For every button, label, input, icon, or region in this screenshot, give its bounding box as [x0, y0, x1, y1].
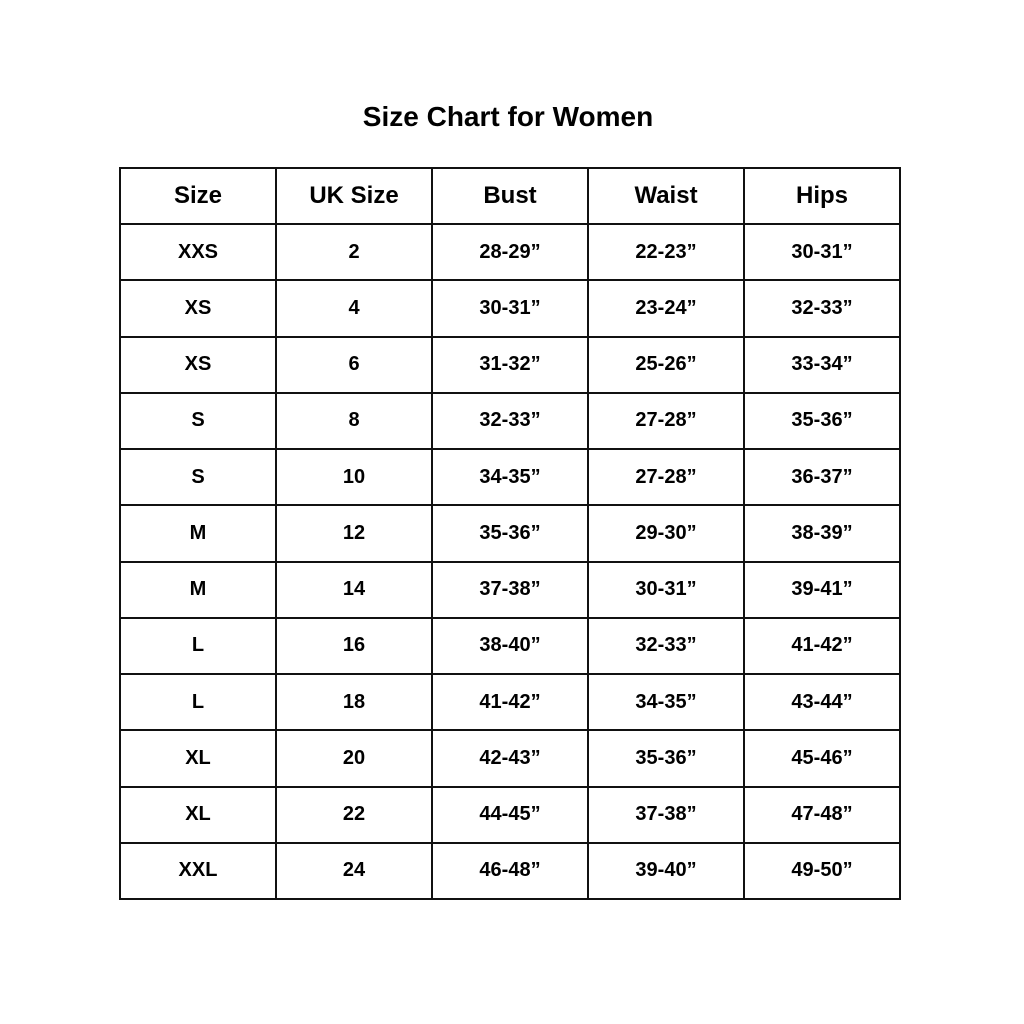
table-body: XXS 2 28-29” 22-23” 30-31” XS 4 30-31” 23-24” 32-… [119, 222, 901, 901]
table-cell: XXS [119, 222, 277, 282]
table-cell: 18 [275, 672, 433, 732]
table-cell: 28-29” [431, 222, 589, 282]
table-row: M 12 35-36” 29-30” 38-39” [119, 504, 901, 563]
table-row: XXL 24 46-48” 39-40” 49-50” [119, 841, 901, 901]
column-header: Bust [431, 167, 589, 225]
table-row: XS 4 30-31” 23-24” 32-33” [119, 279, 901, 338]
table-row: L 16 38-40” 32-33” 41-42” [119, 616, 901, 676]
column-header: Hips [743, 167, 901, 225]
column-header: Size [119, 167, 277, 225]
table-cell: 27-28” [587, 391, 745, 451]
table-cell: 29-30” [587, 504, 745, 563]
table-cell: 22-23” [587, 222, 745, 282]
table-cell: XXL [119, 841, 277, 901]
table-row: XL 22 44-45” 37-38” 47-48” [119, 785, 901, 844]
table-cell: 49-50” [743, 841, 901, 901]
table-cell: 36-37” [743, 447, 901, 507]
table-cell: 34-35” [431, 447, 589, 507]
table-cell: L [119, 672, 277, 732]
table-cell: 23-24” [587, 279, 745, 338]
table-row: XL 20 42-43” 35-36” 45-46” [119, 729, 901, 788]
table-cell: S [119, 447, 277, 507]
table-row: XXS 2 28-29” 22-23” 30-31” [119, 222, 901, 282]
table-cell: 45-46” [743, 729, 901, 788]
table-row: S 8 32-33” 27-28” 35-36” [119, 391, 901, 451]
table-cell: 20 [275, 729, 433, 788]
table-cell: 35-36” [431, 504, 589, 563]
table-cell: 35-36” [743, 391, 901, 451]
table-cell: M [119, 504, 277, 563]
table-cell: 30-31” [431, 279, 589, 338]
table-cell: 2 [275, 222, 433, 282]
table-cell: 27-28” [587, 447, 745, 507]
table-cell: S [119, 391, 277, 451]
table-cell: 12 [275, 504, 433, 563]
table-cell: 37-38” [587, 785, 745, 844]
table-cell: 31-32” [431, 335, 589, 394]
table-cell: 46-48” [431, 841, 589, 901]
table-cell: 33-34” [743, 335, 901, 394]
table-cell: 32-33” [431, 391, 589, 451]
table-cell: 39-41” [743, 560, 901, 619]
column-header: UK Size [275, 167, 433, 225]
table-cell: L [119, 616, 277, 676]
table-cell: 39-40” [587, 841, 745, 901]
table-cell: 10 [275, 447, 433, 507]
table-cell: 30-31” [587, 560, 745, 619]
column-header: Waist [587, 167, 745, 225]
table-cell: 32-33” [587, 616, 745, 676]
table-cell: 41-42” [431, 672, 589, 732]
table-header-row: Size UK Size Bust Waist Hips [119, 167, 901, 225]
table-cell: 22 [275, 785, 433, 844]
table-cell: XL [119, 785, 277, 844]
table-cell: 43-44” [743, 672, 901, 732]
table-cell: 8 [275, 391, 433, 451]
table-cell: 38-40” [431, 616, 589, 676]
table-row: M 14 37-38” 30-31” 39-41” [119, 560, 901, 619]
table-cell: XL [119, 729, 277, 788]
page-title: Size Chart for Women [362, 101, 654, 132]
table-cell: 35-36” [587, 729, 745, 788]
table-cell: 16 [275, 616, 433, 676]
table-cell: 34-35” [587, 672, 745, 732]
table-cell: M [119, 560, 277, 619]
table-cell: 41-42” [743, 616, 901, 676]
table-cell: XS [119, 279, 277, 338]
table-cell: 37-38” [431, 560, 589, 619]
table-cell: 14 [275, 560, 433, 619]
table-cell: 42-43” [431, 729, 589, 788]
table-cell: 47-48” [743, 785, 901, 844]
table-row: L 18 41-42” 34-35” 43-44” [119, 672, 901, 732]
size-chart-table: Size UK Size Bust Waist Hips XXS 2 28-29” 22-23… [119, 167, 901, 901]
table-cell: 32-33” [743, 279, 901, 338]
table-cell: XS [119, 335, 277, 394]
table-cell: 44-45” [431, 785, 589, 844]
table-cell: 6 [275, 335, 433, 394]
table-row: XS 6 31-32” 25-26” 33-34” [119, 335, 901, 394]
table-cell: 24 [275, 841, 433, 901]
table-cell: 38-39” [743, 504, 901, 563]
table-cell: 4 [275, 279, 433, 338]
table-cell: 25-26” [587, 335, 745, 394]
table-cell: 30-31” [743, 222, 901, 282]
table-row: S 10 34-35” 27-28” 36-37” [119, 447, 901, 507]
